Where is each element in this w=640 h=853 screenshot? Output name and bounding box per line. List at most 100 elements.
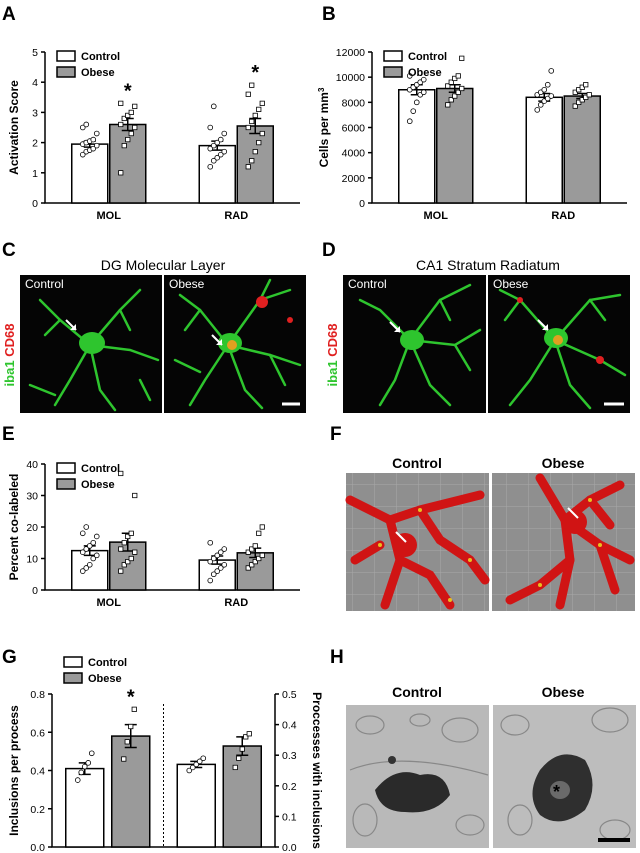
chart-g-point (131, 706, 137, 712)
chart-b-category-label: MOL (424, 210, 449, 222)
panel-c-title: DG Molecular Layer (101, 257, 226, 273)
chart-e-point (128, 555, 134, 562)
chart-b-point (459, 55, 465, 61)
chart-a-point (118, 100, 124, 106)
chart-g-significance-marker: * (127, 686, 135, 708)
chart-e-point (207, 539, 214, 546)
chart-e-point (259, 552, 265, 558)
chart-e-point (249, 562, 255, 568)
chart-b-point (572, 103, 578, 109)
chart-a-point (118, 170, 124, 176)
chart-b-point (406, 73, 413, 79)
chart-a-point (210, 142, 217, 149)
chart-a-category-label: MOL (97, 210, 122, 222)
chart-e-point (79, 568, 86, 574)
chart-g-point (128, 723, 134, 730)
chart-g-ytick-label-right: 0.2 (282, 781, 297, 793)
chart-a-point (249, 158, 255, 164)
chart-b-ylabel: Cells per mm3 (317, 87, 332, 167)
stain-label-d: iba1 CD68 (325, 324, 340, 387)
chart-b-ytick-label: 8000 (342, 97, 366, 109)
chart-e-category-label: MOL (97, 597, 122, 609)
chart-e-point (256, 555, 262, 562)
chart-a-error-bar (249, 117, 262, 135)
chart-a-point (93, 142, 100, 149)
chart-a-point (217, 151, 224, 158)
panel-label-d: D (322, 240, 336, 261)
chart-a-point (118, 121, 124, 128)
chart-a-point (125, 136, 131, 143)
chart-b-bar (436, 87, 474, 204)
chart-b-point (534, 107, 541, 113)
chart-a-point (214, 154, 221, 161)
chart-e-point (118, 568, 124, 574)
chart-g-point (81, 763, 88, 770)
chart-g-point (232, 764, 238, 771)
chart-a-legend-label: Obese (81, 67, 115, 79)
chart-g-legend-label: Control (88, 657, 127, 669)
chart-e-point (83, 524, 90, 530)
chart-a-point (245, 91, 251, 97)
chart-e-point (217, 565, 224, 571)
panel-label-f: F (330, 424, 342, 445)
chart-g-ytick-label-left: 0.2 (30, 804, 45, 816)
chart-e-point (132, 549, 138, 555)
panel-f-left-title: Control (392, 455, 442, 471)
chart-g-ylabel-left: Inclusions per process (7, 705, 21, 836)
chart-e-ytick-label: 40 (26, 459, 38, 471)
chart-b-point (541, 86, 548, 93)
chart-b-point (548, 93, 555, 99)
chart-e-legend-swatch (56, 478, 76, 490)
chart-a-point (259, 100, 265, 106)
chart-e-point (214, 568, 221, 574)
chart-e-point (210, 555, 217, 562)
chart-e-point (128, 530, 134, 536)
panel-d-title: CA1 Stratum Radiatum (416, 257, 560, 273)
chart-a-point (210, 103, 217, 110)
micrograph-d-left-label: Control (348, 277, 387, 291)
panel-f-right-title: Obese (542, 455, 585, 471)
chart-b-category-label: RAD (551, 210, 575, 222)
chart-a-bar (109, 123, 147, 204)
chart-b-point (413, 99, 420, 106)
chart-a-point (252, 112, 258, 119)
chart-b-ytick-label: 0 (359, 198, 365, 210)
chart-a-ytick-label: 3 (32, 107, 38, 119)
chart-a-point (132, 103, 138, 109)
chart-e-point (256, 530, 262, 536)
chart-e-legend-swatch (56, 462, 76, 474)
chart-e-point (86, 561, 93, 568)
micrograph-c-obese: Obese (164, 275, 306, 413)
chart-a-point (245, 164, 251, 170)
chart-g-point (189, 764, 196, 771)
chart-g-bar (111, 735, 151, 848)
panel-h-left-title: Control (392, 684, 442, 700)
chart-g-point (88, 750, 95, 757)
chart-a-ylabel: Activation Score (7, 80, 21, 175)
chart-b-point (445, 83, 451, 89)
chart-a-point (207, 124, 214, 131)
chart-e-point (118, 546, 124, 552)
chart-a-ytick-label: 2 (32, 138, 38, 150)
chart-b: 0 2000 4000 6000 8000 10000 12000 Cells per mm3… (317, 47, 627, 222)
chart-g-point (78, 769, 85, 776)
chart-e-point (121, 540, 127, 546)
chart-e-point (93, 533, 100, 540)
chart-b-point (459, 85, 465, 92)
chart-b-legend-swatch (383, 50, 403, 62)
chart-a: 0 1 2 3 4 5 Activation Score MOL * RAD * Control Obe… (7, 47, 300, 222)
chart-e-category-label: RAD (224, 597, 248, 609)
chart-e-bar (236, 552, 274, 591)
chart-a-point (90, 136, 97, 143)
chart-b-bar (398, 89, 436, 204)
chart-e-point (90, 539, 97, 546)
chart-b-ytick-label: 12000 (336, 47, 365, 59)
chart-b-point (448, 79, 454, 85)
chart-a-significance-marker: * (124, 80, 132, 102)
chart-g-point (246, 731, 252, 737)
chart-e-point (245, 549, 251, 555)
chart-g-point (200, 755, 207, 762)
micrograph-c-control: Control (20, 275, 162, 413)
chart-e-ytick-label: 10 (26, 554, 38, 566)
chart-e-point (252, 559, 258, 565)
